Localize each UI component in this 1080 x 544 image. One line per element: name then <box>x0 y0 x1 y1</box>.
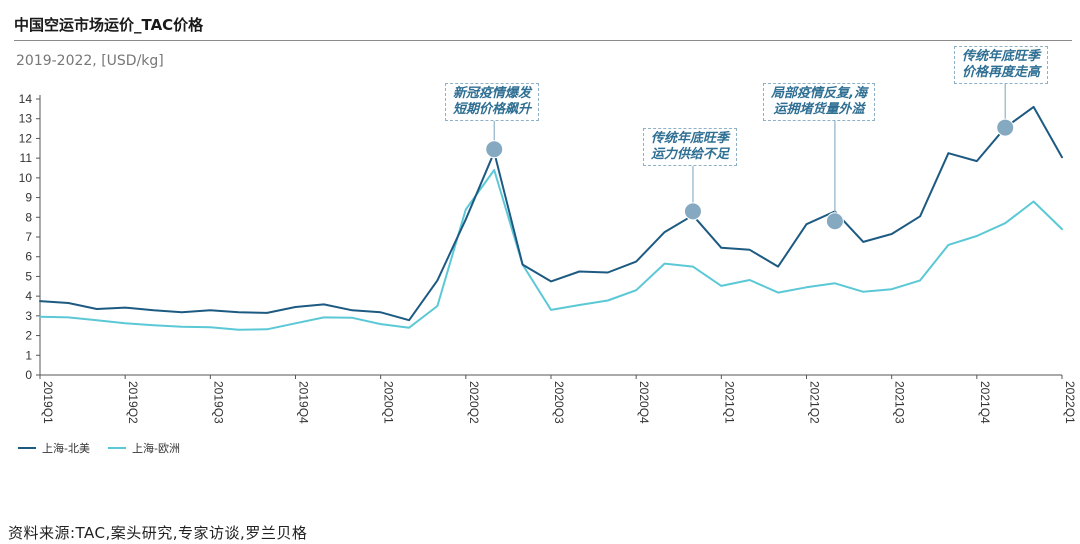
chart-legend: 上海-北美 上海-欧洲 <box>18 440 180 456</box>
y-tick-label: 11 <box>20 151 33 165</box>
y-tick-label: 4 <box>25 289 32 303</box>
x-tick-label: 2020Q4 <box>637 381 651 424</box>
annotation-marker <box>996 118 1015 137</box>
x-tick-label: 2020Q2 <box>467 381 481 424</box>
y-tick-label: 0 <box>25 368 32 382</box>
legend-item-north-america: 上海-北美 <box>18 440 90 456</box>
annotation-text-line: 短期价格飙升 <box>453 102 532 117</box>
annotation-text-line: 新冠疫情爆发 <box>453 86 532 101</box>
legend-label-europe: 上海-欧洲 <box>131 442 180 455</box>
y-tick-label: 8 <box>25 210 32 224</box>
y-tick-label: 13 <box>19 112 33 126</box>
annotation-text-line: 运拥堵货量外溢 <box>773 102 865 117</box>
annotation-marker <box>825 212 844 231</box>
y-tick-label: 12 <box>19 131 33 145</box>
annotation-callout: 新冠疫情爆发 短期价格飙升 <box>445 83 540 121</box>
x-tick-label: 2022Q1 <box>1063 381 1077 424</box>
x-tick-label: 2020Q3 <box>552 381 566 424</box>
x-tick-label: 2021Q4 <box>978 381 992 424</box>
x-tick-label: 2021Q2 <box>808 381 822 424</box>
chart-subtitle: 2019-2022, [USD/kg] <box>16 53 164 69</box>
series-line-1 <box>39 169 1063 331</box>
x-tick-label: 2020Q1 <box>382 381 396 424</box>
y-tick-label: 6 <box>25 250 32 264</box>
annotation-text-line: 局部疫情反复,海 <box>771 86 867 101</box>
title-divider <box>14 40 1072 41</box>
annotation-callout: 局部疫情反复,海 运拥堵货量外溢 <box>763 83 875 121</box>
legend-swatch-north-america <box>18 447 36 449</box>
x-tick-label: 2019Q3 <box>211 381 225 424</box>
y-tick-label: 10 <box>19 171 33 185</box>
x-tick-label: 2019Q4 <box>297 381 311 424</box>
x-tick-label: 2019Q1 <box>41 381 55 424</box>
annotation-text-line: 传统年底旺季 <box>651 131 730 146</box>
x-tick-label: 2021Q1 <box>722 381 736 424</box>
annotation-text-line: 价格再度走高 <box>962 65 1041 80</box>
annotation-callout: 传统年底旺季 运力供给不足 <box>643 128 738 166</box>
chart-title: 中国空运市场运价_TAC价格 <box>14 16 204 34</box>
y-tick-label: 9 <box>25 191 32 205</box>
y-tick-label: 3 <box>25 309 32 323</box>
legend-label-north-america: 上海-北美 <box>42 442 90 455</box>
annotation-marker <box>485 140 504 159</box>
y-tick-label: 14 <box>19 92 33 106</box>
annotation-marker <box>683 202 702 221</box>
annotation-text-line: 传统年底旺季 <box>962 49 1041 64</box>
y-tick-label: 1 <box>25 348 32 362</box>
source-note: 资料来源:TAC,案头研究,专家访谈,罗兰贝格 <box>8 524 308 542</box>
y-tick-label: 7 <box>25 230 32 244</box>
x-tick-label: 2019Q2 <box>126 381 140 424</box>
legend-item-europe: 上海-欧洲 <box>107 440 180 456</box>
series-line-0 <box>39 105 1063 322</box>
y-tick-label: 5 <box>25 269 32 283</box>
y-tick-label: 2 <box>25 329 32 343</box>
annotation-callout: 传统年底旺季 价格再度走高 <box>954 46 1049 84</box>
legend-swatch-europe <box>107 447 126 449</box>
annotation-text-line: 运力供给不足 <box>651 147 730 162</box>
x-tick-label: 2021Q3 <box>893 381 907 424</box>
